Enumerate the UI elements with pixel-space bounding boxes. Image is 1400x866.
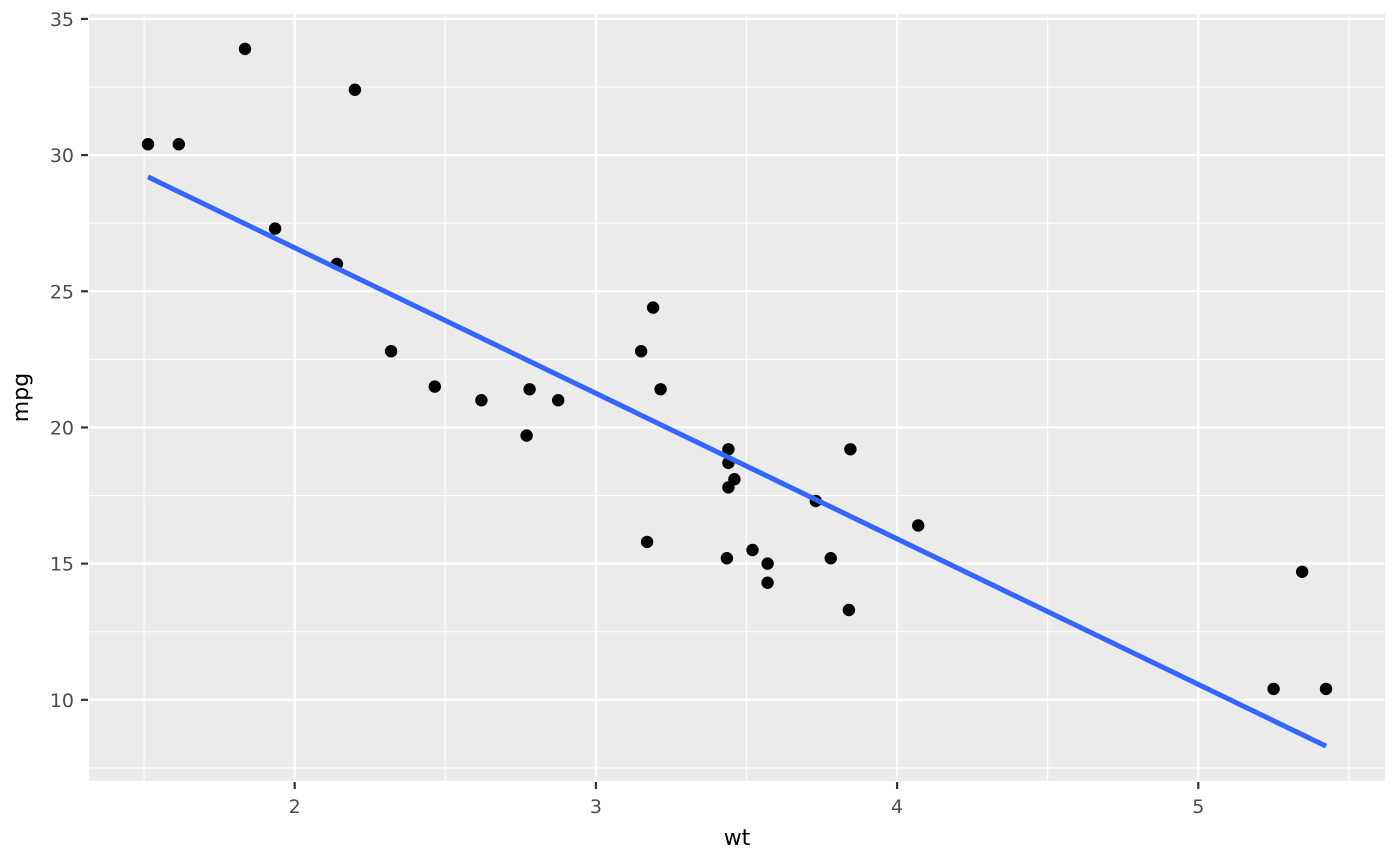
y-tick-label: 10 xyxy=(50,690,74,712)
scatter-point xyxy=(428,380,441,393)
scatter-point xyxy=(1267,682,1280,696)
scatter-point xyxy=(1319,682,1333,696)
panel-background xyxy=(89,14,1385,781)
scatter-point xyxy=(268,222,282,235)
scatter-point xyxy=(842,603,856,617)
x-tick-label: 4 xyxy=(891,796,903,818)
x-tick-label: 5 xyxy=(1192,796,1204,818)
scatter-point xyxy=(646,301,660,314)
scatter-point xyxy=(746,543,759,557)
scatter-point xyxy=(720,552,734,565)
scatter-point xyxy=(552,394,565,407)
y-tick-label: 35 xyxy=(50,9,74,31)
scatter-point xyxy=(761,576,774,589)
scatter-points-layer xyxy=(141,42,1333,696)
scatter-point xyxy=(634,345,648,358)
y-tick-label: 20 xyxy=(50,417,74,439)
scatter-point xyxy=(844,443,857,456)
scatter-point xyxy=(523,383,536,396)
scatter-point xyxy=(640,535,654,549)
scatter-point xyxy=(722,443,735,456)
y-axis-title: mpg xyxy=(9,373,34,422)
scatter-point xyxy=(141,138,155,151)
trend-line xyxy=(146,174,1328,749)
scatter-point xyxy=(654,383,667,396)
scatter-point xyxy=(912,519,925,532)
minor-gridlines xyxy=(89,14,1385,781)
scatter-point xyxy=(172,138,185,151)
scatter-point xyxy=(761,557,774,570)
y-tick-label: 15 xyxy=(50,554,74,576)
axis-tick-labels: 2 3 4 5 10 15 20 25 30 35 xyxy=(50,9,1204,818)
x-axis-title: wt xyxy=(724,826,751,851)
x-tick-label: 2 xyxy=(289,796,301,818)
scatter-point xyxy=(238,42,252,56)
y-tick-label: 25 xyxy=(50,281,74,303)
scatter-point xyxy=(1296,565,1309,578)
major-gridlines xyxy=(89,14,1385,781)
scatter-point xyxy=(824,552,837,565)
x-tick-label: 3 xyxy=(590,796,602,818)
scatter-point xyxy=(384,345,398,358)
scatter-point xyxy=(722,481,735,494)
scatter-point xyxy=(348,83,362,96)
scatter-point xyxy=(475,394,488,407)
scatter-point xyxy=(520,429,533,442)
y-tick-label: 30 xyxy=(50,145,74,167)
trend-line-layer xyxy=(146,174,1328,749)
axis-tick-marks xyxy=(81,17,1200,789)
